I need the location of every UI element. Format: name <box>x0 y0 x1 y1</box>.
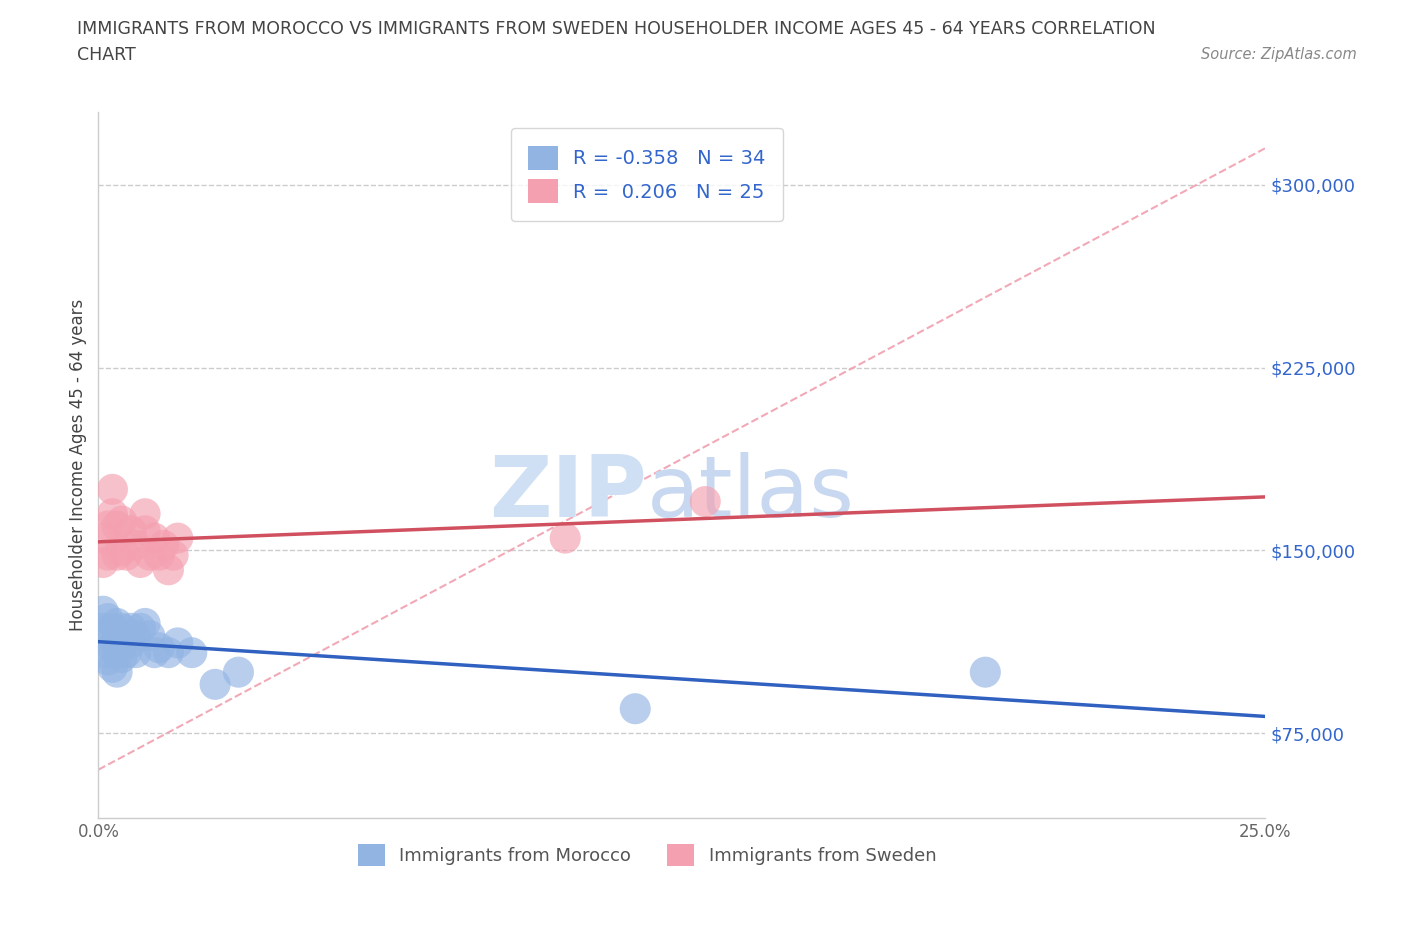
Text: Source: ZipAtlas.com: Source: ZipAtlas.com <box>1201 46 1357 61</box>
Point <box>115 645 138 660</box>
Text: atlas: atlas <box>647 452 855 535</box>
Point <box>120 621 142 636</box>
Point <box>139 628 162 643</box>
Point <box>101 641 124 656</box>
Point <box>101 482 124 497</box>
Point <box>91 645 114 660</box>
Point <box>974 665 997 680</box>
Point <box>166 531 188 546</box>
Point <box>105 645 128 660</box>
Point <box>91 531 114 546</box>
Point <box>105 628 128 643</box>
Point <box>204 677 226 692</box>
Text: CHART: CHART <box>77 46 136 64</box>
Point <box>125 645 148 660</box>
Point <box>143 645 166 660</box>
Point <box>125 538 148 552</box>
Point <box>105 519 128 534</box>
Point <box>180 645 202 660</box>
Point <box>101 660 124 675</box>
Point <box>111 635 134 650</box>
Point <box>111 650 134 665</box>
Point <box>129 621 152 636</box>
Point <box>143 531 166 546</box>
Point <box>91 621 114 636</box>
Point <box>115 548 138 563</box>
Point <box>162 548 184 563</box>
Point <box>695 494 717 509</box>
Point <box>97 611 120 626</box>
Point <box>97 653 120 668</box>
Point <box>91 604 114 618</box>
Point <box>125 628 148 643</box>
Point <box>624 701 647 716</box>
Point <box>152 538 174 552</box>
Point <box>111 621 134 636</box>
Point <box>111 513 134 528</box>
Text: IMMIGRANTS FROM MOROCCO VS IMMIGRANTS FROM SWEDEN HOUSEHOLDER INCOME AGES 45 - 6: IMMIGRANTS FROM MOROCCO VS IMMIGRANTS FR… <box>77 20 1156 38</box>
Point <box>157 645 180 660</box>
Point <box>97 548 120 563</box>
Point <box>157 563 180 578</box>
Point <box>554 531 576 546</box>
Point <box>101 621 124 636</box>
Point <box>228 665 250 680</box>
Point <box>111 543 134 558</box>
Point <box>139 548 162 563</box>
Point <box>105 665 128 680</box>
Point <box>120 524 142 538</box>
Point <box>101 506 124 521</box>
Y-axis label: Householder Income Ages 45 - 64 years: Householder Income Ages 45 - 64 years <box>69 299 87 631</box>
Point <box>115 628 138 643</box>
Point <box>134 506 156 521</box>
Point <box>166 635 188 650</box>
Point <box>97 519 120 534</box>
Legend: Immigrants from Morocco, Immigrants from Sweden: Immigrants from Morocco, Immigrants from… <box>350 836 943 873</box>
Point <box>129 555 152 570</box>
Point <box>97 628 120 643</box>
Point <box>134 524 156 538</box>
Point <box>105 616 128 631</box>
Point <box>120 635 142 650</box>
Text: ZIP: ZIP <box>489 452 647 535</box>
Point <box>91 555 114 570</box>
Point <box>148 548 170 563</box>
Point <box>105 548 128 563</box>
Point <box>148 641 170 656</box>
Point <box>134 616 156 631</box>
